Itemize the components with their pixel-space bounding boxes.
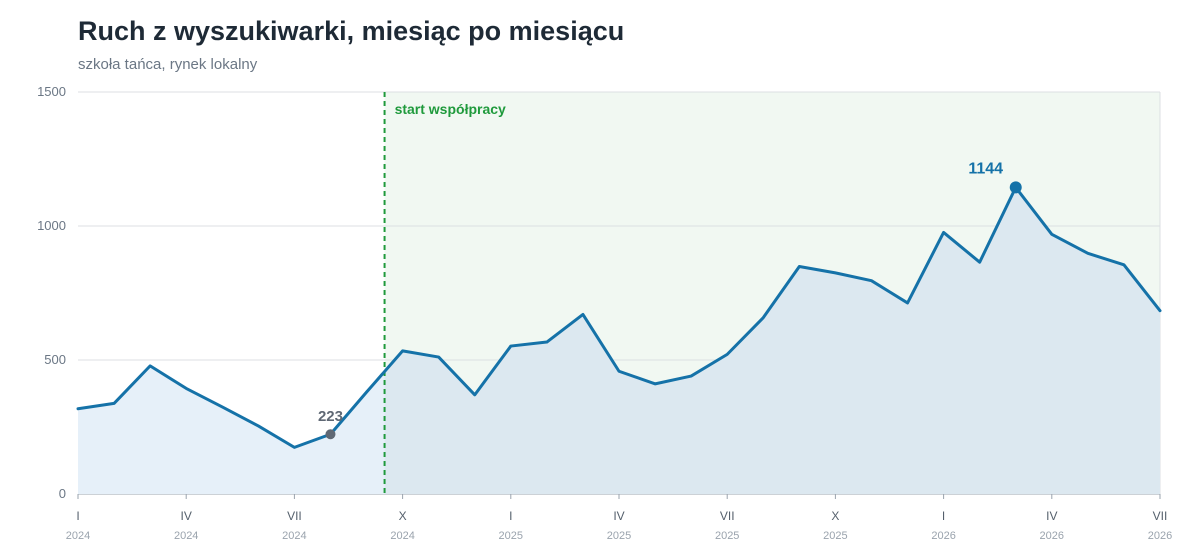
y-tick-label: 500 bbox=[44, 352, 66, 367]
x-tick-year-label: 2025 bbox=[499, 530, 523, 542]
x-tick-year-label: 2024 bbox=[390, 530, 414, 542]
x-tick-month-label: X bbox=[399, 509, 407, 523]
x-tick-month-label: IV bbox=[181, 509, 192, 523]
x-tick-month-label: VII bbox=[287, 509, 302, 523]
chart-subtitle: szkoła tańca, rynek lokalny bbox=[78, 56, 258, 73]
low-point-label: 223 bbox=[318, 408, 343, 425]
y-axis-ticks: 0 500 1000 1500 bbox=[37, 84, 66, 501]
x-tick-year-label: 2026 bbox=[1040, 530, 1064, 542]
high-point-label: 1144 bbox=[968, 160, 1003, 177]
y-tick-label: 1500 bbox=[37, 84, 66, 99]
x-tick-year-label: 2024 bbox=[282, 530, 306, 542]
x-tick-month-label: IV bbox=[1046, 509, 1057, 523]
series-line bbox=[76, 185, 1162, 449]
x-tick-year-label: 2025 bbox=[715, 530, 739, 542]
x-tick-month-label: VII bbox=[720, 509, 735, 523]
x-tick-month-label: I bbox=[509, 509, 512, 523]
x-tick-month-label: I bbox=[942, 509, 945, 523]
high-point-marker bbox=[1009, 181, 1022, 194]
series-area bbox=[78, 187, 1161, 494]
x-tick-month-label: I bbox=[76, 509, 79, 523]
x-tick-month-label: X bbox=[831, 509, 839, 523]
x-tick-year-label: 2026 bbox=[1148, 530, 1172, 542]
chart-title: Ruch z wyszukiwarki, miesiąc po miesiącu bbox=[78, 16, 625, 46]
y-tick-label: 1000 bbox=[37, 218, 66, 233]
x-tick-year-label: 2024 bbox=[66, 530, 90, 542]
collaboration-start-line: start współpracy bbox=[383, 92, 506, 494]
x-tick-year-label: 2024 bbox=[174, 530, 198, 542]
x-axis-ticks: I 2024 IV 2024 VII 2024 X 2024 I 2025 IV 2025 VII 202… bbox=[66, 494, 1172, 542]
x-tick-year-label: 2026 bbox=[931, 530, 955, 542]
area-after-collaboration bbox=[384, 187, 1161, 494]
x-tick-year-label: 2025 bbox=[607, 530, 631, 542]
x-tick-month-label: VII bbox=[1153, 509, 1168, 523]
x-tick-month-label: IV bbox=[613, 509, 624, 523]
x-tick-year-label: 2025 bbox=[823, 530, 847, 542]
highlight-points: 223 1144 bbox=[318, 160, 1022, 440]
area-before-collaboration bbox=[78, 365, 385, 494]
y-tick-label: 0 bbox=[59, 486, 66, 501]
series-line-group bbox=[76, 185, 1162, 449]
collaboration-start-label: start współpracy bbox=[395, 101, 506, 117]
low-point-marker bbox=[325, 429, 336, 440]
